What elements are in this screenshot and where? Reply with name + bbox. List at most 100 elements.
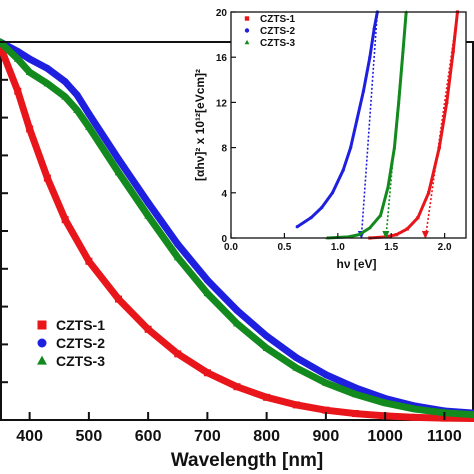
main-legend-label-czts-3: CZTS-3: [56, 353, 105, 369]
main-point-czts-2: [263, 332, 271, 340]
main-point-czts-2: [73, 91, 81, 99]
inset-x-tick-label: 1.5: [384, 242, 398, 253]
inset-legend-label-czts-2: CZTS-2: [260, 26, 295, 37]
main-point-czts-2: [233, 306, 241, 314]
inset-point-czts-2: [372, 27, 376, 31]
inset-y-tick-label: 16: [216, 53, 228, 64]
inset-x-ticks: 0.0 0.5 1.0 1.5 2.0: [224, 233, 452, 253]
main-point-czts-1: [470, 414, 474, 422]
main-point-czts-3: [233, 319, 241, 327]
main-point-czts-3: [85, 122, 93, 130]
inset-bandgap-arrow-czts-1: [421, 231, 429, 239]
main-point-czts-3: [114, 168, 123, 176]
main-point-czts-3: [61, 92, 70, 100]
main-point-czts-3: [43, 79, 52, 87]
main-x-tick-label: 900: [313, 428, 340, 445]
main-point-czts-1: [411, 413, 419, 421]
main-point-czts-1: [322, 406, 330, 414]
main-x-tick-label: 600: [135, 428, 162, 445]
inset-y-tick-label: 20: [216, 8, 228, 19]
inset-plot: 0.0 0.5 1.0 1.5 2.0 0 4 8 12 16 20 hν [eV] [αhν]²…: [193, 8, 467, 271]
inset-y-axis-title: [αhν]² x 10¹²[eVcm]²: [193, 69, 207, 181]
main-series-czts-3: [0, 37, 474, 419]
inset-point-czts-2: [361, 89, 366, 93]
main-point-czts-2: [26, 55, 34, 63]
main-point-czts-3: [351, 390, 360, 398]
main-point-czts-3: [262, 343, 271, 351]
main-x-tick-label: 800: [253, 428, 280, 445]
main-point-czts-3: [144, 211, 152, 219]
inset-tangent-czts-2: [360, 11, 379, 239]
main-legend-marker-czts-3: [37, 355, 47, 365]
inset-point-czts-1: [394, 233, 399, 237]
main-point-czts-1: [85, 257, 93, 265]
inset-point-czts-1: [427, 191, 431, 195]
main-point-czts-1: [174, 350, 182, 358]
inset-point-czts-1: [451, 49, 455, 54]
inset-point-czts-3: [378, 213, 383, 217]
inset-point-czts-2: [341, 168, 345, 172]
inset-point-czts-3: [368, 225, 372, 230]
inset-point-czts-2: [368, 55, 372, 59]
inset-series-czts-3: [325, 10, 408, 240]
inset-point-czts-3: [396, 100, 401, 104]
inset-x-tick-label: 0.0: [224, 242, 238, 253]
inset-point-czts-3: [386, 185, 390, 189]
inset-x-axis-title: hν [eV]: [336, 257, 376, 271]
main-legend-marker-czts-2: [37, 338, 47, 348]
inset-bandgap-arrow-czts-3: [382, 231, 390, 239]
main-series-line-czts-2: [0, 38, 474, 417]
main-point-czts-1: [233, 383, 241, 391]
main-legend-marker-czts-1: [37, 320, 47, 330]
main-x-tick-label: 400: [16, 428, 43, 445]
main-point-czts-1: [263, 393, 271, 401]
main-point-czts-3: [470, 410, 474, 418]
main-point-czts-2: [61, 78, 69, 86]
main-point-czts-3: [203, 289, 212, 297]
main-point-czts-3: [25, 68, 34, 76]
main-point-czts-2: [322, 371, 330, 379]
main-point-czts-1: [14, 87, 22, 95]
main-point-czts-1: [115, 295, 122, 303]
main-point-czts-2: [115, 155, 122, 163]
main-point-czts-2: [292, 354, 300, 362]
inset-plot-series: [295, 10, 460, 240]
main-legend: CZTS-1 CZTS-2 CZTS-3: [37, 317, 105, 369]
inset-point-czts-1: [437, 146, 441, 150]
main-point-czts-3: [173, 253, 182, 261]
inset-legend-label-czts-1: CZTS-1: [260, 14, 295, 25]
main-x-ticks: 400 500 600 700 800 900 1000 1100: [16, 412, 462, 445]
main-point-czts-1: [292, 401, 300, 409]
main-x-axis-title: Wavelength [nm]: [171, 450, 323, 471]
main-y-ticks: [0, 41, 8, 421]
inset-point-czts-1: [445, 100, 449, 104]
main-point-czts-2: [352, 384, 359, 392]
main-point-czts-2: [85, 110, 93, 118]
inset-y-tick-label: 0: [221, 234, 227, 245]
inset-y-tick-label: 12: [216, 98, 228, 109]
inset-x-tick-label: 0.5: [277, 242, 291, 253]
main-point-czts-3: [322, 378, 330, 386]
inset-x-tick-label: 2.0: [438, 242, 452, 253]
inset-point-czts-2: [295, 225, 299, 229]
main-point-czts-1: [352, 410, 359, 418]
inset-legend-label-czts-3: CZTS-3: [260, 38, 295, 49]
main-point-czts-3: [381, 398, 389, 406]
main-plot: 400 500 600 700 800 900 1000 1100 Wavelength [n…: [0, 37, 474, 471]
main-point-czts-1: [61, 216, 69, 224]
main-point-czts-1: [203, 369, 211, 377]
main-point-czts-2: [43, 64, 51, 72]
main-x-tick-label: 1100: [427, 428, 462, 445]
inset-point-czts-2: [330, 191, 335, 195]
inset-point-czts-2: [320, 205, 324, 210]
inset-y-ticks: 0 4 8 12 16 20: [216, 8, 236, 245]
inset-point-czts-1: [416, 216, 420, 220]
main-point-czts-1: [26, 125, 34, 133]
inset-point-czts-2: [309, 216, 313, 220]
main-legend-label-czts-1: CZTS-1: [56, 317, 105, 333]
inset-tangent-czts-3: [385, 11, 407, 239]
main-point-czts-3: [73, 105, 81, 113]
main-x-tick-label: 1000: [367, 428, 403, 445]
